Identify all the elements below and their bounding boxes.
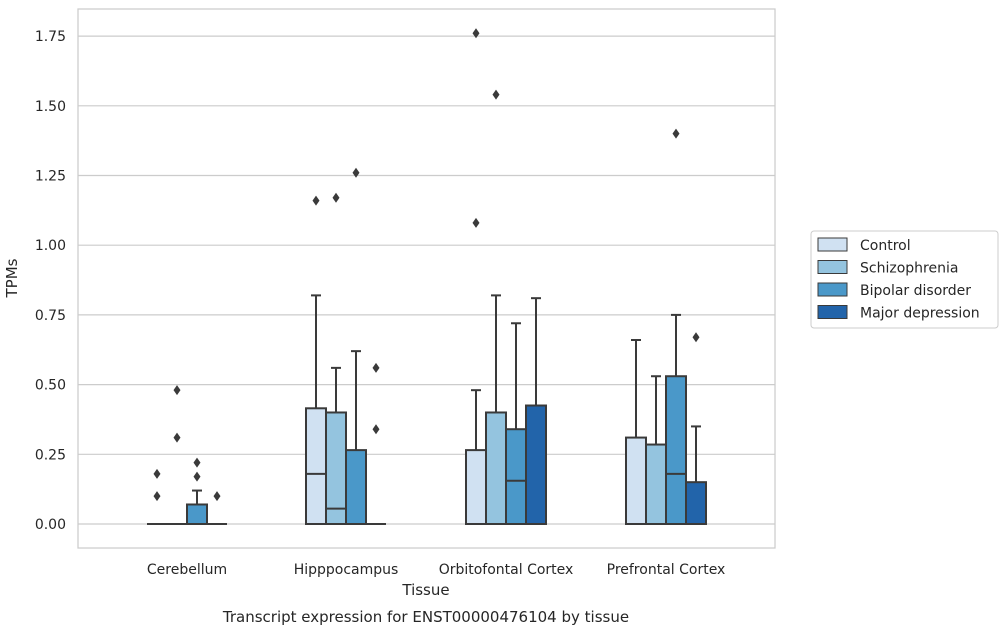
legend-swatch (817, 237, 848, 252)
box-body (305, 407, 327, 526)
outlier-point (332, 192, 340, 203)
y-tick-label: 0.25 (35, 447, 66, 463)
legend-label: Schizophrenia (860, 261, 958, 277)
outlier-point (173, 432, 181, 443)
outlier-point (193, 457, 201, 468)
outlier-point (672, 128, 680, 139)
x-tick-labels: Cerebellum Hipppocampus Orbitofontal Corte… (147, 562, 725, 578)
x-axis-label: Tissue (401, 581, 449, 599)
box-body (186, 503, 208, 526)
outlier-point (173, 385, 181, 396)
y-tick-label: 1.50 (35, 99, 66, 115)
outlier-point (352, 167, 360, 178)
box-body (505, 428, 527, 526)
outlier-point (153, 491, 161, 502)
outlier-point (472, 217, 480, 228)
outlier-point (213, 491, 221, 502)
y-axis-label: TPMs (3, 258, 21, 298)
y-tick-label: 1.00 (35, 238, 66, 254)
box-body (645, 443, 667, 525)
y-tick-label: 0.00 (35, 517, 66, 533)
legend-swatch (817, 282, 848, 297)
box-control-1 (305, 195, 327, 526)
x-tick-label: Orbitofontal Cortex (439, 562, 574, 578)
box-body (485, 411, 507, 526)
box-major-depression-0 (207, 491, 227, 525)
box-bipolar-disorder-1 (345, 167, 367, 526)
outlier-point (472, 28, 480, 39)
box-schizophrenia-3 (645, 375, 667, 525)
box-bipolar-disorder-2 (505, 322, 527, 526)
outlier-point (153, 468, 161, 479)
outlier-point (193, 471, 201, 482)
boxes (147, 28, 707, 526)
box-body (685, 481, 707, 525)
box-control-0 (147, 468, 167, 525)
y-tick-labels: 0.00 0.25 0.50 0.75 1.00 1.25 1.50 1.75 (35, 29, 66, 533)
box-major-depression-1 (366, 362, 386, 525)
box-body (345, 449, 367, 526)
box-body (665, 375, 687, 525)
x-tick-label: Prefrontal Cortex (607, 562, 726, 578)
box-body (525, 404, 547, 526)
box-control-2 (465, 28, 487, 526)
y-tick-label: 0.50 (35, 378, 66, 394)
outlier-point (372, 424, 380, 435)
legend-label: Bipolar disorder (860, 283, 971, 299)
legend: Control Schizophrenia Bipolar disorder Majo… (810, 230, 999, 329)
legend-frame (810, 230, 999, 329)
outlier-point (492, 89, 500, 100)
x-tick-label: Hipppocampus (294, 562, 399, 578)
y-tick-label: 0.75 (35, 308, 66, 324)
legend-swatch (817, 260, 848, 274)
box-body (325, 411, 347, 526)
outlier-point (312, 195, 320, 206)
outlier-point (692, 332, 700, 343)
box-major-depression-3 (685, 332, 707, 525)
x-tick-label: Cerebellum (147, 562, 227, 578)
y-tick-label: 1.25 (35, 169, 66, 185)
box-body (625, 436, 647, 525)
box-schizophrenia-2 (485, 89, 507, 526)
chart-caption: Transcript expression for ENST0000047610… (222, 608, 629, 626)
outlier-point (372, 362, 380, 373)
legend-label: Major depression (860, 306, 980, 322)
box-body (465, 449, 487, 526)
legend-label: Control (860, 238, 911, 254)
box-schizophrenia-0 (167, 385, 187, 525)
box-bipolar-disorder-3 (665, 128, 687, 525)
box-bipolar-disorder-0 (186, 457, 208, 526)
box-major-depression-2 (525, 297, 547, 526)
legend-swatch (817, 305, 848, 319)
y-tick-label: 1.75 (35, 29, 66, 45)
